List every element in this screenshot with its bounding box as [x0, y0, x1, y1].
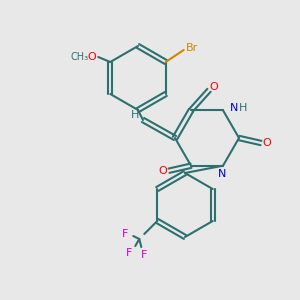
- Text: N: N: [218, 169, 226, 179]
- Text: F: F: [141, 250, 148, 260]
- Text: O: O: [159, 166, 167, 176]
- Text: O: O: [87, 52, 96, 62]
- Text: H: H: [131, 110, 139, 120]
- Text: Br: Br: [186, 43, 198, 53]
- Text: O: O: [210, 82, 218, 92]
- Text: H: H: [239, 103, 247, 113]
- Text: F: F: [122, 229, 128, 239]
- Text: N: N: [230, 103, 238, 113]
- Text: O: O: [262, 138, 272, 148]
- Text: CH₃: CH₃: [70, 52, 88, 62]
- Text: F: F: [126, 248, 133, 258]
